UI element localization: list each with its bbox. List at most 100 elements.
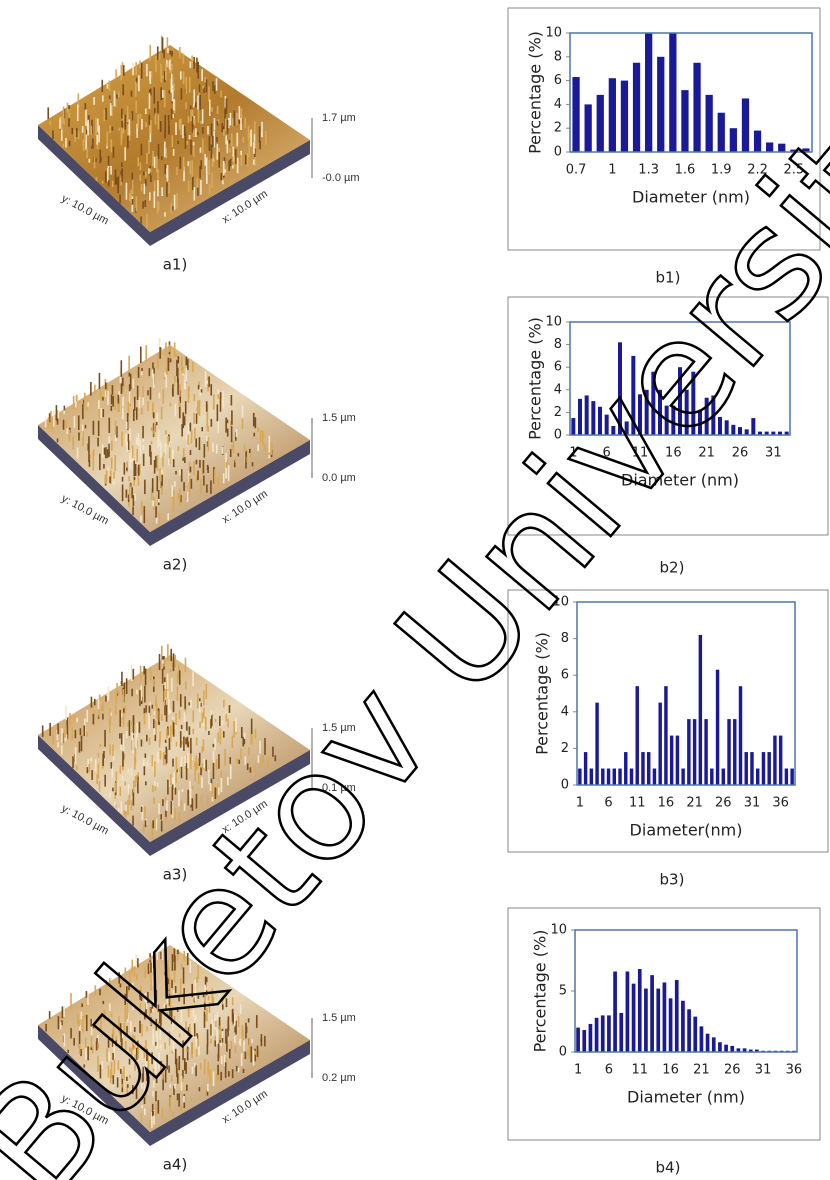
bar [724, 1045, 728, 1052]
bar [653, 769, 656, 785]
bar [699, 635, 702, 785]
x-tick-label: 11 [631, 1063, 648, 1078]
bar [718, 1042, 722, 1052]
bar [756, 769, 759, 785]
bar [693, 719, 696, 785]
x-tick-label: 26 [732, 446, 749, 461]
bar [706, 95, 713, 152]
y-tick-label: 5 [559, 984, 567, 999]
bar [722, 769, 725, 785]
bar [790, 769, 793, 785]
bar [681, 90, 688, 152]
bar [681, 769, 684, 785]
x-tick-label: 1 [576, 796, 584, 811]
y-tick-label: 10 [545, 315, 562, 330]
bar [716, 670, 719, 785]
x-axis-title: Diameter (nm) [627, 1088, 745, 1107]
bar [647, 752, 650, 785]
bar [609, 78, 616, 152]
x-tick-label: 11 [629, 796, 646, 811]
bar [607, 769, 610, 785]
y-tick-label: 0 [554, 145, 562, 160]
bar [676, 736, 679, 785]
bar [607, 1015, 611, 1052]
x-tick-label: 16 [658, 796, 675, 811]
y-axis-title: Percentage (%) [526, 31, 545, 154]
bar [644, 989, 648, 1052]
y-tick-label: 0 [559, 1045, 567, 1060]
x-tick-label: 1.6 [675, 163, 696, 178]
x-tick-label: 31 [765, 446, 782, 461]
bar [693, 63, 700, 152]
x-tick-label: 31 [755, 1063, 772, 1078]
bar [585, 104, 592, 152]
bar [670, 736, 673, 785]
x-tick-label: 26 [715, 796, 732, 811]
x-axis-title: Diameter(nm) [630, 821, 743, 840]
x-tick-label: 6 [605, 1063, 613, 1078]
y-tick-label: 4 [554, 97, 562, 112]
y-tick-label: 4 [561, 704, 569, 719]
y-tick-label: 6 [554, 73, 562, 88]
y-tick-label: 6 [561, 668, 569, 683]
bar [576, 1028, 580, 1052]
bar [773, 736, 776, 785]
bar [572, 77, 579, 152]
bar [706, 1034, 710, 1052]
afm-top-label: 1.7 µm [322, 112, 356, 124]
bar [626, 971, 630, 1052]
x-tick-label: 1.9 [711, 163, 732, 178]
bar [750, 752, 753, 785]
bar [624, 752, 627, 785]
bar [613, 971, 617, 1052]
bar [733, 719, 736, 785]
bar [745, 752, 748, 785]
bar [664, 686, 667, 785]
bar [595, 1018, 599, 1052]
bar [636, 686, 639, 785]
bar [613, 769, 616, 785]
x-tick-label: 36 [772, 796, 789, 811]
y-tick-label: 8 [554, 337, 562, 352]
bar [718, 113, 725, 152]
bar [590, 769, 593, 785]
bar [657, 57, 664, 152]
bar [601, 769, 604, 785]
bar [675, 980, 679, 1052]
bar [704, 719, 707, 785]
bar [785, 769, 788, 785]
y-tick-label: 2 [554, 121, 562, 136]
x-tick-label: 1 [608, 163, 616, 178]
x-tick-label: 0.7 [566, 163, 587, 178]
figure: 1.7 µm-0.0 µmy: 10.0 µmx: 10.0 µma1) 1.5 … [0, 0, 830, 1180]
bar [618, 769, 621, 785]
bar [641, 752, 644, 785]
bar [779, 736, 782, 785]
bar [645, 33, 652, 152]
y-tick-label: 8 [554, 49, 562, 64]
x-tick-label: 1.3 [638, 163, 659, 178]
bar [638, 969, 642, 1052]
y-tick-label: 10 [550, 923, 567, 938]
afm-panel: 1.7 µm-0.0 µmy: 10.0 µmx: 10.0 µma1) [38, 36, 360, 274]
bar [687, 1009, 691, 1052]
afm-top-label: 1.5 µm [322, 412, 356, 424]
bar [632, 984, 636, 1052]
bar [621, 81, 628, 152]
bar [710, 769, 713, 785]
y-tick-label: 2 [561, 741, 569, 756]
afm-bottom-label: 0.2 µm [322, 1072, 356, 1084]
x-tick-label: 31 [744, 796, 761, 811]
y-tick-label: 0 [561, 778, 569, 793]
bar [578, 769, 581, 785]
bar [762, 752, 765, 785]
chart-caption: b3) [660, 871, 685, 889]
bar [656, 989, 660, 1052]
bar [727, 719, 730, 785]
bar [693, 1017, 697, 1052]
bar [601, 1015, 605, 1052]
bar [687, 719, 690, 785]
bar [712, 1037, 716, 1052]
bar [658, 703, 661, 785]
